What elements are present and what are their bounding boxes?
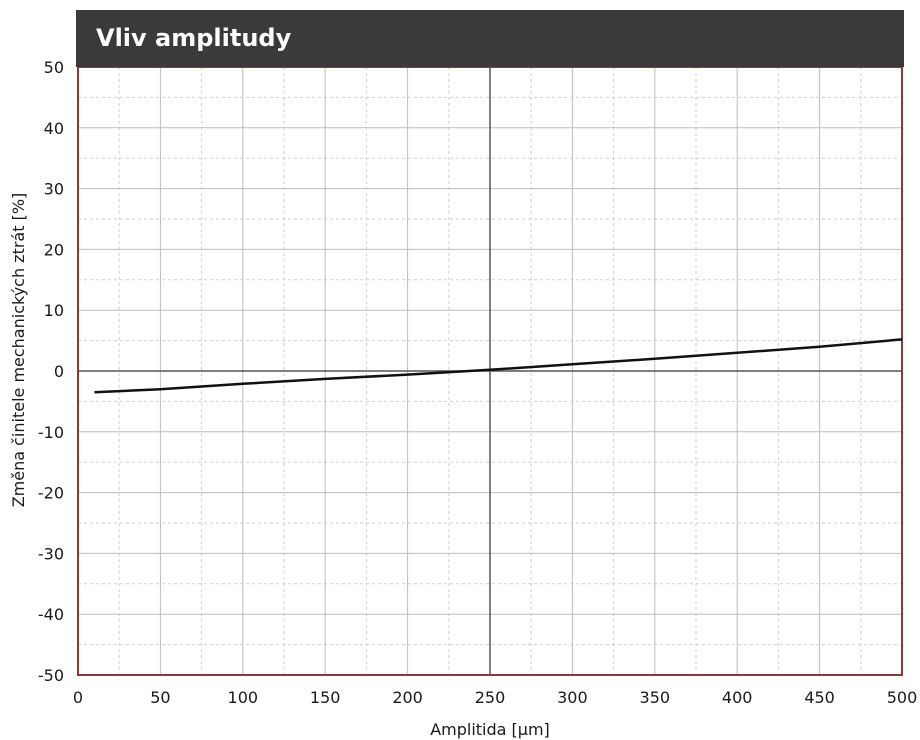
x-tick-label: 300 xyxy=(557,688,588,707)
x-tick-label: 250 xyxy=(475,688,506,707)
y-tick-label: 20 xyxy=(44,240,64,259)
y-tick-label: -40 xyxy=(38,605,64,624)
x-axis-title: Amplitida [µm] xyxy=(430,720,550,739)
x-tick-label: 100 xyxy=(228,688,259,707)
y-tick-label: 50 xyxy=(44,58,64,77)
title-bar xyxy=(76,10,904,67)
y-tick-label: 0 xyxy=(54,362,64,381)
y-tick-label: -20 xyxy=(38,484,64,503)
y-tick-label: -10 xyxy=(38,423,64,442)
x-tick-label: 400 xyxy=(722,688,753,707)
y-tick-label: -50 xyxy=(38,666,64,685)
x-tick-label: 0 xyxy=(73,688,83,707)
minor-grid xyxy=(78,67,902,675)
y-tick-label: 30 xyxy=(44,180,64,199)
x-tick-label: 50 xyxy=(150,688,170,707)
series-line xyxy=(94,338,903,394)
y-tick-label: 10 xyxy=(44,301,64,320)
y-tick-label: 40 xyxy=(44,119,64,138)
x-tick-label: 450 xyxy=(804,688,835,707)
y-tick-label: -30 xyxy=(38,544,64,563)
x-tick-label: 500 xyxy=(887,688,918,707)
x-tick-label: 350 xyxy=(640,688,671,707)
chart-title: Vliv amplitudy xyxy=(96,24,292,52)
x-tick-labels: 0 50 100 150 200 250 300 350 400 450 500 xyxy=(73,688,917,707)
series-layer xyxy=(94,338,903,394)
x-tick-label: 200 xyxy=(392,688,423,707)
y-tick-labels: 50 40 30 20 10 0 -10 -20 -30 -40 -50 xyxy=(38,58,64,685)
y-axis-title: Změna činitele mechanických ztrát [%] xyxy=(9,193,28,508)
x-tick-label: 150 xyxy=(310,688,341,707)
